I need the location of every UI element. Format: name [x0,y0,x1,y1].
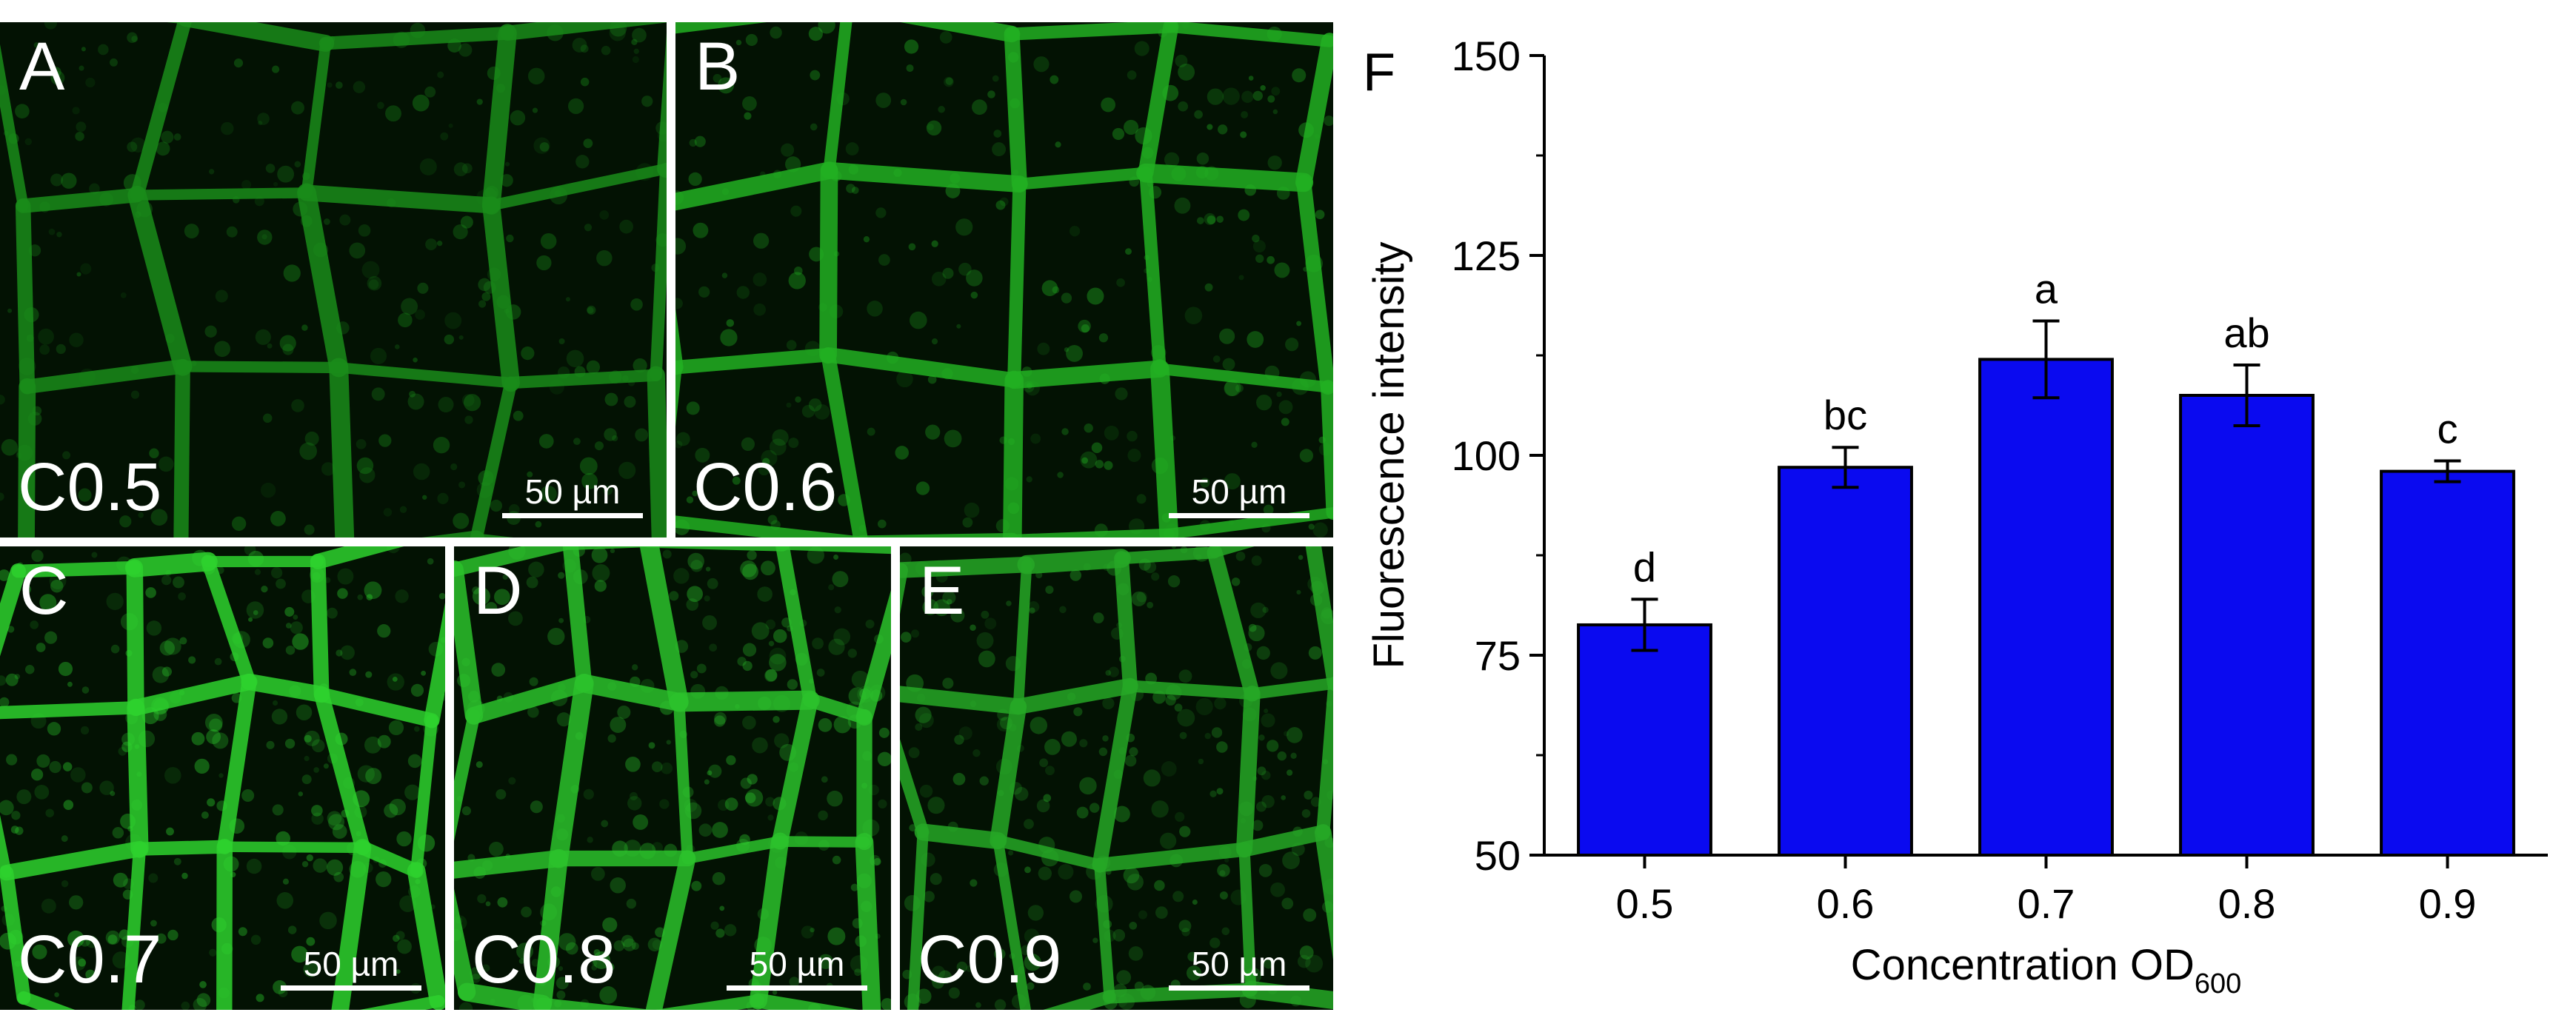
y-axis-label: Fluorescence intensity [1365,241,1413,669]
y-tick-label: 100 [1452,432,1521,479]
scale-bar-line [1169,513,1309,518]
error-bar-0.9 [2434,459,2461,483]
micrograph-texture [0,22,667,538]
bar-0.8 [2179,394,2315,857]
significance-label: ab [2223,309,2269,356]
x-tick-label: 0.9 [2419,880,2477,927]
scale-bar: 50 µm [1169,475,1309,518]
x-tick-label: 0.5 [1616,880,1674,927]
y-tick-label: 125 [1452,232,1521,279]
micrograph-panel-b: B C0.6 50 µm [675,22,1333,538]
x-axis-label-main: Concentration OD [1851,941,2195,989]
scale-bar-label: 50 µm [749,945,845,983]
scale-bar-line [502,513,643,518]
scale-bar-label: 50 µm [1191,472,1287,511]
scale-bar: 50 µm [502,475,643,518]
x-tick-label: 0.6 [1817,880,1875,927]
micrograph-texture [0,546,445,1010]
significance-label: c [2437,406,2458,452]
error-bar-0.8 [2233,363,2260,428]
scale-bar: 50 µm [1169,947,1309,991]
scale-bar-line [727,985,867,991]
micrograph-texture [675,22,1333,538]
panel-letter: A [19,29,65,104]
panel-condition-label: C0.9 [918,922,1062,997]
micrograph-panel-c: C C0.7 50 µm [0,546,445,1010]
scale-bar-label: 50 µm [303,945,399,983]
x-axis-label-subscript: 600 [2195,968,2241,999]
scale-bar-line [1169,985,1309,991]
chart-panel-letter: F [1363,43,1395,102]
panel-letter: D [473,553,523,629]
panel-condition-label: C0.8 [472,922,616,997]
error-bar-0.5 [1631,597,1658,652]
micrograph-panel-e: E C0.9 50 µm [900,546,1333,1010]
y-tick-label: 75 [1475,632,1521,679]
panel-condition-label: C0.7 [18,922,162,997]
bar-0.6 [1778,466,1913,857]
micrograph-panel-d: D C0.8 50 µm [454,546,891,1010]
scale-bar-label: 50 µm [524,472,621,511]
significance-label: d [1633,543,1656,590]
scale-bar: 50 µm [727,947,867,991]
panel-condition-label: C0.6 [693,449,838,525]
panel-letter: C [19,553,69,629]
micrograph-texture [900,546,1333,1010]
significance-label: bc [1823,392,1867,438]
panel-letter: E [919,553,965,629]
error-bar-0.6 [1832,446,1859,489]
bar-0.7 [1978,358,2114,857]
micrograph-texture [454,546,891,1010]
x-tick-label: 0.8 [2218,880,2276,927]
x-tick-label: 0.7 [2018,880,2075,927]
x-axis-label: Concentration OD600 [1851,941,2242,999]
y-tick-label: 50 [1475,832,1521,879]
y-tick-label: 150 [1452,33,1521,79]
bar-chart: F 50 75 100 125 150 d 0.5 bc 0.6 a 0.7 ab 0.8 c 0.9 Fluo… [1363,33,2548,999]
scale-bar: 50 µm [281,947,421,991]
panel-letter: B [695,29,741,104]
significance-label: a [2035,266,2058,312]
micrograph-panel-a: A C0.5 50 µm [0,22,667,538]
scale-bar-line [281,985,421,991]
bar-0.9 [2380,469,2515,857]
panel-condition-label: C0.5 [18,449,162,525]
scale-bar-label: 50 µm [1191,945,1287,983]
bar-0.5 [1577,623,1712,857]
error-bar-0.7 [2032,319,2060,400]
